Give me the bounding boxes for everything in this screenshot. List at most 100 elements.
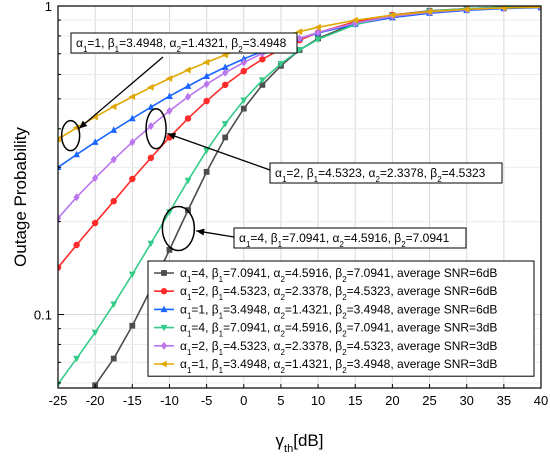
annotation-ellipse [145, 108, 167, 150]
legend-entry: α1=4, β1=7.0941, α2=4.5916, β2=7.0941, a… [154, 266, 497, 284]
annotation-arrow-head [79, 120, 88, 129]
data-point [110, 155, 117, 164]
x-tick-label: -10 [160, 393, 179, 408]
data-point [222, 68, 229, 77]
data-point [129, 322, 136, 329]
data-point [184, 82, 192, 89]
data-point [73, 241, 80, 249]
data-point [58, 214, 62, 223]
x-tick-label: -20 [86, 393, 105, 408]
data-point [166, 247, 173, 253]
annotation-arrow-head [167, 132, 177, 140]
data-point [58, 264, 62, 271]
data-point [259, 82, 266, 88]
plot-frame [57, 5, 542, 389]
data-point [110, 126, 118, 133]
annotation-box [233, 227, 467, 249]
annotation-2: α1=2, β1=4.5323, α2=2.3378, β2=4.5323 [145, 108, 503, 184]
legend-marker [160, 324, 168, 332]
data-point [351, 16, 358, 24]
x-tick-label: 25 [422, 393, 436, 408]
data-point [202, 58, 210, 66]
annotations: α1=1, β1=3.4948, α2=1.4321, β2=3.4948 α1=… [60, 32, 503, 252]
annotation-arrow-head [196, 228, 205, 236]
legend-box [147, 260, 535, 377]
x-axis: -25 -20 -15 -10 -5 0 5 10 15 20 25 30 35 40 [49, 384, 548, 408]
annotation-arrow-line [167, 132, 271, 171]
data-point [147, 240, 155, 248]
y-tick-label: 1 [45, 0, 52, 14]
y-tick-label: 0.1 [34, 308, 52, 323]
legend-label: α1=1, β1=3.4948, α2=1.4321, β2=3.4948, a… [180, 302, 497, 320]
x-tick-label: 5 [277, 393, 284, 408]
data-point [147, 103, 155, 110]
x-axis-title: γth[dB] [276, 431, 324, 455]
data-point [165, 75, 173, 82]
data-point [91, 329, 99, 337]
data-point [110, 197, 117, 205]
x-tick-label: -5 [201, 393, 213, 408]
annotation-text: α1=2, β1=4.5323, α2=2.3378, β2=4.5323 [275, 166, 486, 184]
data-point [240, 97, 248, 104]
legend-entry: α1=1, β1=3.4948, α2=1.4321, β2=3.4948, a… [154, 302, 497, 320]
annotation-text: α1=1, β1=3.4948, α2=1.4321, β2=3.4948 [76, 36, 287, 54]
data-area [58, 6, 541, 388]
data-point [184, 177, 192, 185]
data-point [203, 168, 210, 175]
data-point [110, 301, 118, 308]
data-point [352, 19, 359, 28]
data-point [91, 138, 99, 145]
data-point [240, 58, 247, 67]
data-point [222, 134, 229, 141]
data-point [295, 28, 303, 36]
x-tick-label: 0 [240, 393, 247, 408]
data-point [184, 66, 191, 74]
data-point [500, 6, 507, 12]
y-axis-title: Outage Probability [11, 127, 30, 267]
x-tick-label: 10 [311, 393, 325, 408]
legend-marker [160, 305, 168, 313]
y-axis: 0.11 [34, 0, 64, 384]
x-tick-label: 35 [497, 393, 511, 408]
x-tick-label: -25 [49, 393, 68, 408]
x-tick-label: -15 [123, 393, 142, 408]
data-point [73, 193, 80, 202]
legend-label: α1=2, β1=4.5323, α2=2.3378, β2=4.5323, a… [180, 339, 497, 357]
annotation-1: α1=1, β1=3.4948, α2=1.4321, β2=3.4948 [60, 32, 298, 152]
x-tick-label: 30 [459, 393, 473, 408]
data-point [425, 8, 433, 16]
legend-entry: α1=2, β1=4.5323, α2=2.3378, β2=4.5323, a… [154, 284, 497, 302]
data-point [129, 138, 136, 147]
data-point [110, 355, 117, 362]
data-point [128, 93, 136, 101]
data-point [221, 81, 229, 89]
legend-marker [160, 360, 167, 368]
data-point [147, 154, 155, 162]
data-point [277, 61, 285, 68]
data-point [109, 103, 117, 111]
data-point [314, 23, 321, 31]
data-point [128, 271, 136, 279]
x-tick-label: 15 [348, 393, 362, 408]
data-point [147, 83, 154, 91]
annotation-ellipse [161, 205, 196, 252]
x-tick-label: 20 [385, 393, 399, 408]
data-point [240, 105, 247, 112]
data-point [240, 55, 248, 62]
legend-entry: α1=1, β1=3.4948, α2=1.4321, β2=3.4948, a… [154, 357, 497, 375]
legend: α1=4, β1=7.0941, α2=4.5916, β2=7.0941, a… [147, 260, 535, 377]
data-point [221, 63, 229, 70]
data-point [166, 209, 173, 216]
data-point [388, 11, 396, 19]
data-point [129, 175, 136, 183]
legend-marker [160, 341, 168, 350]
data-point [203, 147, 211, 155]
data-point [296, 34, 303, 43]
data-point [259, 56, 266, 63]
data-point [58, 163, 62, 171]
legend-label: α1=1, β1=3.4948, α2=1.4321, β2=3.4948, a… [180, 357, 497, 375]
legend-entry: α1=2, β1=4.5323, α2=2.3378, β2=4.5323, a… [154, 339, 497, 357]
legend-marker [161, 270, 167, 276]
data-point [240, 67, 247, 75]
data-point [203, 97, 210, 105]
